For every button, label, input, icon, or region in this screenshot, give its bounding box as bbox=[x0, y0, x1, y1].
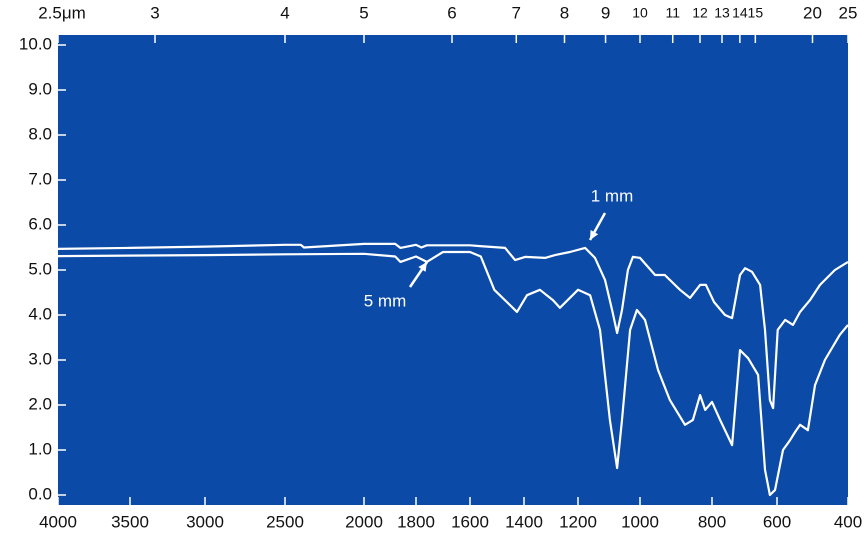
annotation-arrowhead bbox=[418, 262, 427, 272]
y-tick-label: 2.0 bbox=[28, 394, 52, 413]
x-tick-label: 1400 bbox=[505, 512, 543, 531]
x2-tick-label: 3 bbox=[150, 3, 159, 22]
y-tick-label: 3.0 bbox=[28, 349, 52, 368]
x2-tick-label: 13 bbox=[714, 5, 730, 21]
x2-tick-label: 4 bbox=[280, 3, 289, 22]
y-tick-label: 10.0 bbox=[19, 34, 52, 53]
x2-tick-label: 25 bbox=[839, 3, 858, 22]
series-annotation: 1 mm bbox=[591, 186, 634, 205]
x-tick-label: 1600 bbox=[451, 512, 489, 531]
x-tick-label: 1800 bbox=[397, 512, 435, 531]
x-tick-label: 2000 bbox=[345, 512, 383, 531]
x2-tick-label: 15 bbox=[748, 5, 764, 21]
x2-tick-label: 7 bbox=[512, 3, 521, 22]
y-tick-label: 4.0 bbox=[28, 304, 52, 323]
x2-tick-label: 14 bbox=[732, 5, 748, 21]
series-annotation: 5 mm bbox=[364, 291, 407, 310]
x-tick-label: 1000 bbox=[621, 512, 659, 531]
x2-tick-label: 20 bbox=[803, 3, 822, 22]
spectrum-line bbox=[57, 242, 849, 410]
x-tick-label: 1200 bbox=[559, 512, 597, 531]
y-tick-label: 1.0 bbox=[28, 439, 52, 458]
x-tick-label: 4000 bbox=[39, 512, 77, 531]
x2-tick-label: 12 bbox=[692, 5, 708, 21]
y-tick-label: 8.0 bbox=[28, 124, 52, 143]
x2-tick-label: 5 bbox=[359, 3, 368, 22]
x-tick-label: 400 bbox=[834, 512, 862, 531]
x2-tick-label: 8 bbox=[560, 3, 569, 22]
x2-tick-label: 10 bbox=[632, 5, 648, 21]
y-tick-label: 9.0 bbox=[28, 79, 52, 98]
y-tick-label: 0.0 bbox=[28, 484, 52, 503]
x2-tick-label: 6 bbox=[447, 3, 456, 22]
x2-tick-label: 2.5μm bbox=[38, 3, 86, 22]
x-tick-label: 2500 bbox=[266, 512, 304, 531]
x-tick-label: 3000 bbox=[186, 512, 224, 531]
plot-area bbox=[58, 35, 848, 505]
x-tick-label: 800 bbox=[698, 512, 726, 531]
x-tick-label: 3500 bbox=[111, 512, 149, 531]
spectrum-line bbox=[57, 250, 849, 497]
x2-tick-label: 11 bbox=[665, 5, 680, 21]
y-tick-label: 5.0 bbox=[28, 259, 52, 278]
x-tick-label: 600 bbox=[763, 512, 791, 531]
y-tick-label: 6.0 bbox=[28, 214, 52, 233]
y-tick-label: 7.0 bbox=[28, 169, 52, 188]
annotation-arrowhead bbox=[590, 230, 599, 240]
x2-tick-label: 9 bbox=[601, 3, 610, 22]
